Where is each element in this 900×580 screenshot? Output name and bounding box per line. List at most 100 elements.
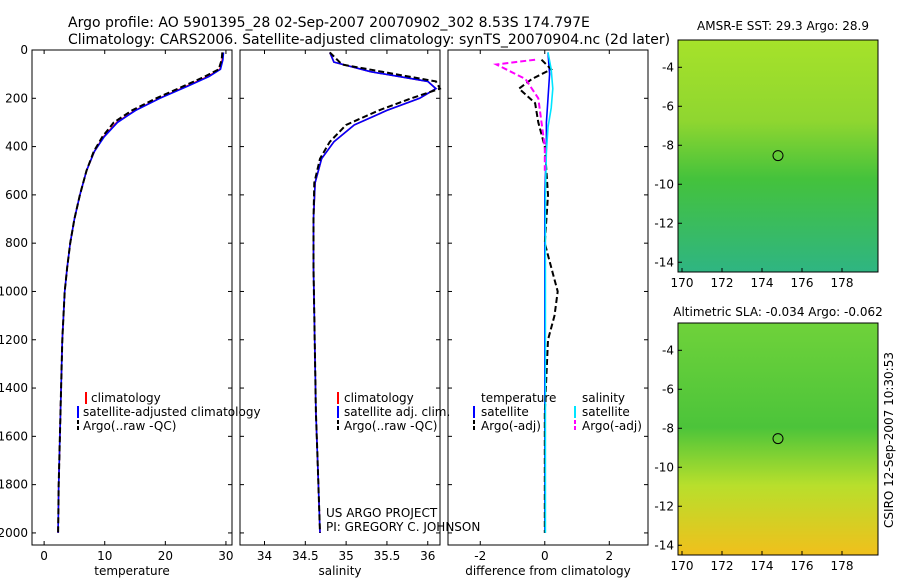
y-tick-label: 1000 — [0, 284, 28, 298]
salinity-legend: climatology satellite adj. clim. Argo(..… — [337, 391, 450, 433]
difference-series-argo-adj- — [517, 58, 559, 533]
temperature-xlabel: temperature — [94, 564, 169, 578]
argo-position-marker — [772, 150, 784, 162]
sst-title-prefix: AMSR-E SST: — [697, 19, 772, 33]
sla-title-value: -0.034 — [766, 305, 805, 319]
temperature-series-argo-raw-qc- — [57, 52, 224, 533]
map-y-tick-label: -6 — [662, 382, 674, 396]
y-tick-label: 600 — [5, 188, 28, 202]
legend-sat-label: satellite-adjusted climatology — [83, 405, 261, 419]
argo-position-marker — [772, 433, 784, 445]
map-y-tick-label: -10 — [654, 177, 674, 191]
difference-xlabel: difference from climatology — [465, 564, 631, 578]
sst-map-title: AMSR-E SST: 29.3 Argo: 28.9 — [697, 19, 869, 33]
map-x-tick-label: 172 — [711, 276, 734, 290]
legend-header-salinity: salinity — [582, 391, 625, 405]
sst-title-mid: Argo: — [806, 19, 838, 33]
figure-title-line2: Climatology: CARS2006. Satellite-adjuste… — [68, 32, 670, 48]
salinity-series-climatology — [312, 52, 438, 533]
salinity-series-satellite-adj-clim- — [312, 52, 438, 533]
salinity-panel — [239, 49, 441, 546]
sla-title-prefix: Altimetric SLA: — [673, 305, 762, 319]
sla-map-frame — [677, 322, 879, 556]
map-y-tick-label: -8 — [662, 138, 674, 152]
sla-map-title: Altimetric SLA: -0.034 Argo: -0.062 — [673, 305, 882, 319]
map-y-tick-label: -8 — [662, 421, 674, 435]
temperature-legend: climatology satellite-adjusted climatolo… — [77, 391, 261, 433]
map-y-tick-label: -14 — [654, 255, 674, 269]
sst-map-frame — [677, 39, 879, 273]
legend-sat-label: satellite adj. clim. — [344, 405, 450, 419]
legend-sal-sat-label: satellite — [582, 405, 630, 419]
sla-field — [678, 323, 878, 555]
legend-temp-sat-label: satellite — [481, 405, 529, 419]
y-tick-label: 200 — [5, 91, 28, 105]
x-tick-label: 0 — [541, 549, 549, 563]
x-tick-label: 35.5 — [374, 549, 401, 563]
map-y-tick-label: -12 — [654, 216, 674, 230]
map-x-tick-label: 176 — [791, 276, 814, 290]
map-x-tick-label: 170 — [671, 276, 694, 290]
difference-legend: temperature salinity satellite Argo(-adj… — [473, 391, 642, 433]
legend-argo-label: Argo(..raw -QC) — [344, 419, 437, 433]
map-y-tick-label: -12 — [654, 499, 674, 513]
y-tick-label: 800 — [5, 236, 28, 250]
difference-chart: -2 0 2 — [448, 49, 648, 563]
salinity-chart: 34 34.5 35 35.5 36 — [240, 49, 442, 563]
y-tick-label: 1800 — [0, 478, 28, 492]
x-tick-label: 36 — [420, 549, 435, 563]
x-tick-label: 34 — [257, 549, 272, 563]
sst-map: 170 172 174 176 178 -4 -6 -8 -10 -12 -14 — [654, 39, 879, 290]
legend-clim-label: climatology — [91, 391, 161, 405]
map-x-tick-label: 170 — [671, 559, 694, 573]
difference-series-satellite — [544, 52, 554, 533]
map-x-tick-label: 174 — [751, 276, 774, 290]
map-y-tick-label: -6 — [662, 99, 674, 113]
x-tick-label: 20 — [158, 549, 173, 563]
legend-header-temperature: temperature — [481, 391, 556, 405]
x-tick-label: -2 — [474, 549, 486, 563]
map-x-tick-label: 172 — [711, 559, 734, 573]
x-tick-label: 0 — [40, 549, 48, 563]
sst-title-value: 29.3 — [776, 19, 803, 33]
side-timestamp: CSIRO 12-Sep-2007 10:30:53 — [882, 352, 896, 528]
sla-title-mid: Argo: — [808, 305, 840, 319]
y-tick-label: 1600 — [0, 429, 28, 443]
temperature-series-climatology — [57, 52, 224, 533]
credit-line2: PI: GREGORY C. JOHNSON — [326, 520, 480, 534]
map-x-tick-label: 176 — [791, 559, 814, 573]
legend-temp-argo-label: Argo(-adj) — [481, 419, 541, 433]
legend-clim-label: climatology — [344, 391, 414, 405]
legend-sal-argo-label: Argo(-adj) — [582, 419, 642, 433]
temperature-panel — [31, 49, 233, 546]
y-tick-label: 0 — [20, 43, 28, 57]
y-tick-label: 1400 — [0, 381, 28, 395]
x-tick-label: 10 — [97, 549, 112, 563]
difference-series-argo-adj- — [492, 58, 546, 171]
y-tick-label: 1200 — [0, 333, 28, 347]
sla-title-argo: -0.062 — [844, 305, 883, 319]
map-y-tick-label: -4 — [662, 60, 674, 74]
map-y-tick-label: -14 — [654, 538, 674, 552]
difference-panel — [447, 49, 649, 546]
sst-title-argo: 28.9 — [842, 19, 869, 33]
map-x-tick-label: 174 — [751, 559, 774, 573]
x-tick-label: 35 — [338, 549, 353, 563]
figure-title-line1: Argo profile: AO 5901395_28 02-Sep-2007 … — [68, 15, 590, 31]
sst-field — [678, 40, 878, 272]
credit-line1: US ARGO PROJECT — [326, 506, 438, 520]
salinity-xlabel: salinity — [318, 564, 361, 578]
map-y-tick-label: -10 — [654, 460, 674, 474]
temperature-series-satellite-adjusted-climatology — [57, 52, 225, 533]
x-tick-label: 34.5 — [292, 549, 319, 563]
temperature-chart: 0 10 20 30 0 200 400 600 800 1000 1200 1400 1600 1800… — [0, 43, 234, 563]
y-tick-label: 400 — [5, 140, 28, 154]
sla-map: 170 172 174 176 178 -4 -6 -8 -10 -12 -14 — [654, 322, 879, 573]
x-tick-label: 30 — [218, 549, 233, 563]
salinity-series-argo-raw-qc- — [312, 51, 442, 533]
map-x-tick-label: 178 — [831, 559, 854, 573]
y-tick-label: 2000 — [0, 526, 28, 540]
x-tick-label: 2 — [605, 549, 613, 563]
map-x-tick-label: 178 — [831, 276, 854, 290]
